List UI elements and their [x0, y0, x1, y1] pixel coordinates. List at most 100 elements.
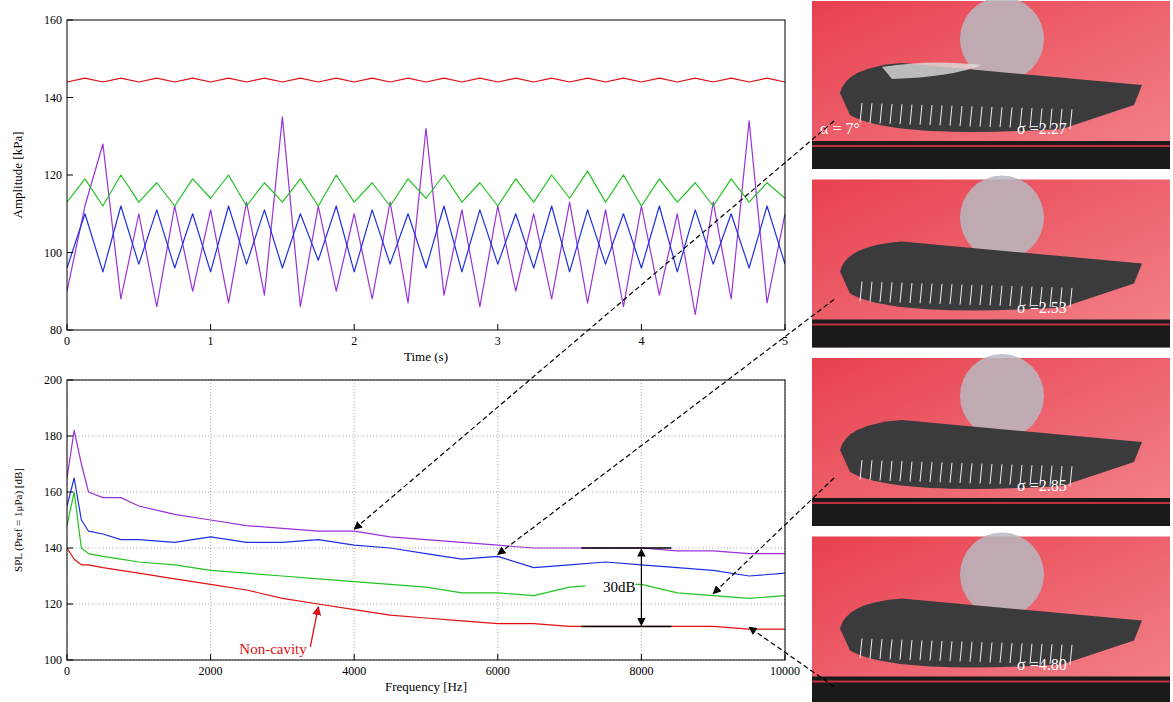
photo-stripe [1000, 464, 1002, 484]
x-tick-label: 6000 [486, 664, 510, 678]
photo-stripe [870, 460, 872, 480]
y-axis-title: Amplitude [kPa] [10, 131, 25, 218]
photo-stripe [900, 640, 902, 660]
photo: σ =4.80 [812, 533, 1170, 702]
photo-stripe [1010, 643, 1012, 663]
y-axis-title: SPL (Pref = 1μPa) [dB] [12, 468, 25, 572]
photo-stripe [960, 463, 962, 483]
x-tick-label: 2 [351, 334, 357, 348]
photo-label: σ =4.80 [1017, 656, 1067, 673]
photo-stripe [860, 282, 862, 302]
y-tick-label: 180 [44, 429, 62, 443]
photo-stripe [940, 462, 942, 482]
photo-stripe [980, 107, 982, 127]
y-tick-label: 120 [44, 597, 62, 611]
photo-cavity [882, 62, 982, 79]
x-tick-label: 10000 [770, 664, 800, 678]
y-tick [67, 252, 73, 253]
series-line [67, 430, 785, 553]
y-tick-label: 120 [44, 168, 62, 182]
x-axis-title: Time (s) [404, 349, 448, 364]
grid-line [641, 380, 642, 660]
photo-stripe [960, 285, 962, 305]
x-tick [497, 324, 498, 330]
photo-hydrofoil [840, 242, 1142, 311]
y-tick-label: 160 [44, 13, 62, 27]
x-tick-label: 4000 [342, 664, 366, 678]
x-tick [497, 654, 498, 660]
photo-stripe [860, 460, 862, 480]
x-tick [641, 324, 642, 330]
photo-stripe [930, 641, 932, 661]
label-patch [585, 577, 635, 595]
y-tick-label: 80 [50, 323, 62, 337]
photo-label: σ =2.27 [1017, 120, 1067, 137]
photo-stripe [910, 283, 912, 303]
y-tick-label: 200 [44, 373, 62, 387]
photo-stripe [1010, 465, 1012, 485]
x-tick-label: 3 [495, 334, 501, 348]
x-tick-label: 2000 [199, 664, 223, 678]
photo-stripe [990, 642, 992, 662]
photo-stripe [980, 642, 982, 662]
photo: σ =2.85 [812, 354, 1170, 526]
photo-floor-line [812, 145, 1170, 147]
photo-stripe [890, 104, 892, 124]
photo-stripe [900, 283, 902, 303]
photo-stripe [880, 282, 882, 302]
photo-stripe [950, 106, 952, 126]
annotation-line [581, 547, 671, 549]
photo-stripe [870, 282, 872, 302]
photo-floor [812, 498, 1170, 526]
x-axis-title: Frequency [Hz] [385, 679, 467, 694]
photo-stripe [1000, 643, 1002, 663]
photo-stripe [940, 641, 942, 661]
plot-area [67, 430, 785, 629]
grid-line [354, 380, 355, 660]
grid-line [67, 436, 785, 437]
photo-stripe [1070, 645, 1072, 665]
photo-floor-line [812, 681, 1170, 683]
photo-stripe [940, 105, 942, 125]
photo-stripe [860, 103, 862, 123]
photo-stripe [920, 283, 922, 303]
photo-stripe [980, 285, 982, 305]
photo-stripe [920, 462, 922, 482]
photo-floor [812, 320, 1170, 348]
photo-stripe [970, 642, 972, 662]
y-tick [67, 492, 73, 493]
photo-stripe [860, 639, 862, 659]
y-tick [67, 20, 73, 21]
x-tick [785, 654, 786, 660]
photo-stripe [970, 285, 972, 305]
photo-stripe [990, 464, 992, 484]
grid-line [67, 548, 785, 549]
photo-sphere [960, 354, 1044, 438]
series-line [67, 171, 785, 206]
series-line [67, 548, 785, 629]
grid-line [67, 604, 785, 605]
photo-hydrofoil [840, 420, 1142, 489]
photo-stripe [1000, 107, 1002, 127]
photo-stripe [950, 463, 952, 483]
y-tick [67, 380, 73, 381]
photo-stripe [890, 639, 892, 659]
x-tick-label: 4 [638, 334, 644, 348]
photo-stripe [930, 105, 932, 125]
photo: σ =2.53 [812, 176, 1170, 348]
photo-sphere [960, 533, 1044, 617]
photo-stripe [1070, 466, 1072, 486]
photo-stripe [950, 284, 952, 304]
photo-stripe [930, 462, 932, 482]
x-tick [641, 654, 642, 660]
photo-stripe [880, 639, 882, 659]
photo-label: σ =2.85 [1017, 477, 1067, 494]
annotation-text: 30dB [603, 579, 636, 595]
photo-stripe [880, 461, 882, 481]
photo-stripe [950, 641, 952, 661]
x-tick [67, 324, 68, 330]
grid-line [497, 380, 498, 660]
x-tick-label: 0 [64, 334, 70, 348]
photo-stripe [1070, 109, 1072, 129]
photo-sphere [960, 0, 1044, 81]
